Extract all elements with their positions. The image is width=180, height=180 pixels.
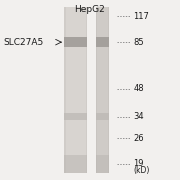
Text: (kD): (kD) xyxy=(133,166,150,176)
Text: HepG2: HepG2 xyxy=(74,4,104,14)
Bar xyxy=(97,7,108,173)
Text: 19: 19 xyxy=(133,159,144,168)
Bar xyxy=(96,113,109,120)
Text: 117: 117 xyxy=(133,12,149,21)
Text: 48: 48 xyxy=(133,84,144,93)
Bar xyxy=(96,37,109,47)
Bar xyxy=(96,155,109,173)
Bar xyxy=(64,155,87,173)
Text: SLC27A5: SLC27A5 xyxy=(4,38,44,47)
Text: 34: 34 xyxy=(133,112,144,121)
Bar xyxy=(66,7,86,173)
Bar xyxy=(64,113,87,120)
Text: 26: 26 xyxy=(133,134,144,143)
Bar xyxy=(96,7,109,173)
Text: 85: 85 xyxy=(133,38,144,47)
Bar xyxy=(64,37,87,47)
Bar xyxy=(64,7,87,173)
